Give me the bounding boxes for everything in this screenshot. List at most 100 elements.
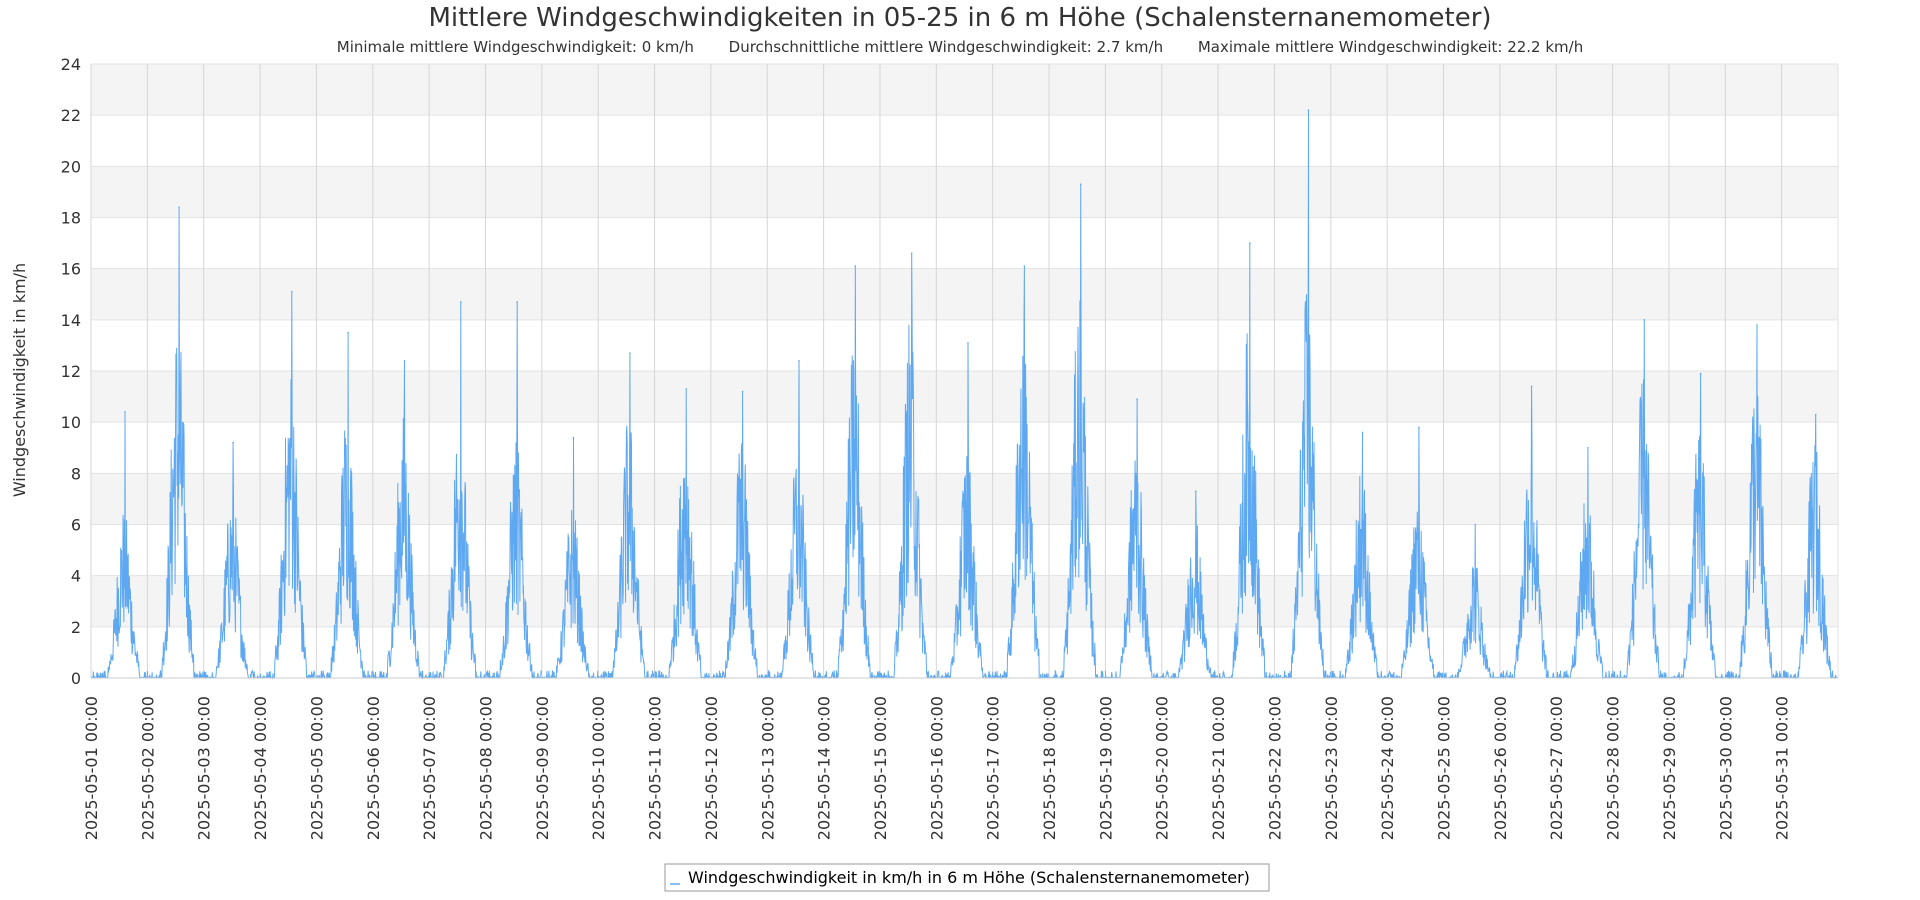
- daily-peak-point: [572, 436, 575, 439]
- daily-peak-point: [232, 441, 234, 444]
- y-tick-label: 22: [61, 106, 81, 125]
- x-tick-label: 2025-05-02 00:00: [138, 696, 157, 840]
- y-tick-label: 10: [61, 413, 81, 432]
- series-day-line: [90, 411, 148, 679]
- x-tick-label: 2025-05-14 00:00: [815, 696, 834, 840]
- y-tick-label: 2: [71, 618, 81, 637]
- daily-peak-point: [1530, 385, 1533, 388]
- x-tick-label: 2025-05-04 00:00: [251, 696, 270, 840]
- x-tick-label: 2025-05-08 00:00: [476, 696, 495, 840]
- x-tick-label: 2025-05-26 00:00: [1491, 696, 1510, 840]
- x-tick-label: 2025-05-05 00:00: [307, 696, 326, 840]
- y-tick-label: 12: [61, 362, 81, 381]
- y-band: [91, 371, 1838, 423]
- x-tick-label: 2025-05-29 00:00: [1660, 696, 1679, 840]
- x-tick-label: 2025-05-20 00:00: [1153, 696, 1172, 840]
- x-tick-label: 2025-05-23 00:00: [1322, 696, 1341, 840]
- y-tick-label: 8: [71, 464, 81, 483]
- daily-peak-point: [629, 352, 631, 354]
- vertical-gridlines: [90, 64, 1839, 678]
- y-tick-label: 6: [71, 516, 81, 535]
- x-tick-label: 2025-05-01 00:00: [82, 696, 101, 840]
- daily-peak-point: [347, 331, 349, 334]
- daily-peak-point: [291, 290, 293, 293]
- daily-peak-point: [1643, 319, 1646, 321]
- daily-peak-point: [1079, 183, 1082, 185]
- daily-peak-point: [516, 301, 518, 303]
- x-tick-label: 2025-05-09 00:00: [533, 696, 552, 840]
- legend-label: Windgeschwindigkeit in km/h in 6 m Höhe …: [688, 868, 1250, 887]
- daily-peak-point: [854, 265, 857, 267]
- subtitle-min: Minimale mittlere Windgeschwindigkeit: 0…: [337, 38, 694, 56]
- series-day-line: [428, 301, 486, 680]
- daily-peak-point: [124, 411, 126, 413]
- x-tick-label: 2025-05-19 00:00: [1096, 696, 1115, 840]
- x-tick-label: 2025-05-03 00:00: [195, 696, 214, 840]
- x-tick-label: 2025-05-06 00:00: [364, 696, 383, 840]
- plot-background: [91, 63, 1838, 679]
- x-tick-label: 2025-05-16 00:00: [927, 696, 946, 840]
- x-tick-label: 2025-05-17 00:00: [984, 696, 1003, 840]
- x-tick-label: 2025-05-10 00:00: [589, 696, 608, 840]
- daily-peak-point: [1249, 242, 1251, 244]
- subtitle-max: Maximale mittlere Windgeschwindigkeit: 2…: [1198, 38, 1583, 56]
- x-tick-label: 2025-05-25 00:00: [1435, 696, 1454, 840]
- daily-peak-point: [1361, 431, 1364, 434]
- x-axis-ticks: 2025-05-01 00:00 2025-05-02 00:00 2025-05-…: [82, 677, 1838, 840]
- y-band: [91, 115, 1838, 167]
- y-band: [91, 166, 1838, 218]
- y-band: [91, 64, 1838, 116]
- daily-peak-point: [1814, 413, 1817, 416]
- series-day-line: [541, 437, 599, 680]
- series-day-line: [1330, 432, 1388, 680]
- series-day-line: [992, 266, 1049, 680]
- x-tick-label: 2025-05-27 00:00: [1547, 696, 1566, 840]
- y-band: [91, 319, 1838, 371]
- daily-peak-point: [967, 342, 969, 344]
- y-tick-label: 18: [61, 209, 81, 228]
- y-tick-label: 0: [71, 669, 81, 688]
- x-tick-label: 2025-05-11 00:00: [646, 696, 665, 840]
- x-tick-label: 2025-05-13 00:00: [758, 696, 777, 840]
- x-tick-label: 2025-05-22 00:00: [1265, 696, 1284, 840]
- y-tick-label: 14: [61, 311, 81, 330]
- x-tick-label: 2025-05-07 00:00: [420, 696, 439, 840]
- daily-peak-point: [1756, 324, 1758, 326]
- series-day-line: [879, 253, 937, 680]
- y-band: [91, 422, 1838, 474]
- daily-peak-point: [403, 360, 406, 362]
- series-day-line: [1781, 414, 1838, 680]
- x-tick-label: 2025-05-28 00:00: [1604, 696, 1623, 840]
- x-tick-label: 2025-05-30 00:00: [1716, 696, 1735, 840]
- y-tick-label: 4: [71, 567, 81, 586]
- x-tick-label: 2025-05-31 00:00: [1773, 696, 1792, 840]
- series-day-line: [1443, 524, 1500, 679]
- daily-peak-point: [1699, 372, 1702, 375]
- daily-peak-point: [1136, 398, 1138, 400]
- subtitle-avg: Durchschnittliche mittlere Windgeschwind…: [729, 38, 1163, 56]
- chart-title: Mittlere Windgeschwindigkeiten in 05-25 …: [428, 3, 1491, 33]
- series-day-line: [259, 291, 317, 680]
- x-tick-label: 2025-05-18 00:00: [1040, 696, 1059, 840]
- series-day-line: [372, 360, 430, 680]
- legend: Windgeschwindigkeit in km/h in 6 m Höhe …: [664, 863, 1270, 892]
- series-day-line: [1668, 373, 1725, 680]
- x-tick-label: 2025-05-24 00:00: [1378, 696, 1397, 840]
- series-day-line: [1386, 427, 1444, 679]
- series-day-line: [654, 388, 711, 680]
- y-axis-label: Windgeschwindigkeit in km/h: [10, 263, 29, 497]
- chart-subtitle: Minimale mittlere Windgeschwindigkeit: 0…: [337, 38, 1583, 56]
- x-tick-label: 2025-05-15 00:00: [871, 696, 890, 840]
- daily-peak-point: [910, 252, 913, 255]
- daily-peak-point: [685, 388, 687, 390]
- daily-peak-point: [1307, 109, 1310, 111]
- daily-peak-point: [178, 206, 180, 209]
- daily-peak-point: [1418, 426, 1420, 429]
- y-band: [91, 217, 1838, 269]
- series-day-line: [146, 207, 204, 680]
- daily-peak-point: [798, 360, 800, 362]
- x-tick-label: 2025-05-21 00:00: [1209, 696, 1228, 840]
- y-tick-label: 20: [61, 157, 81, 176]
